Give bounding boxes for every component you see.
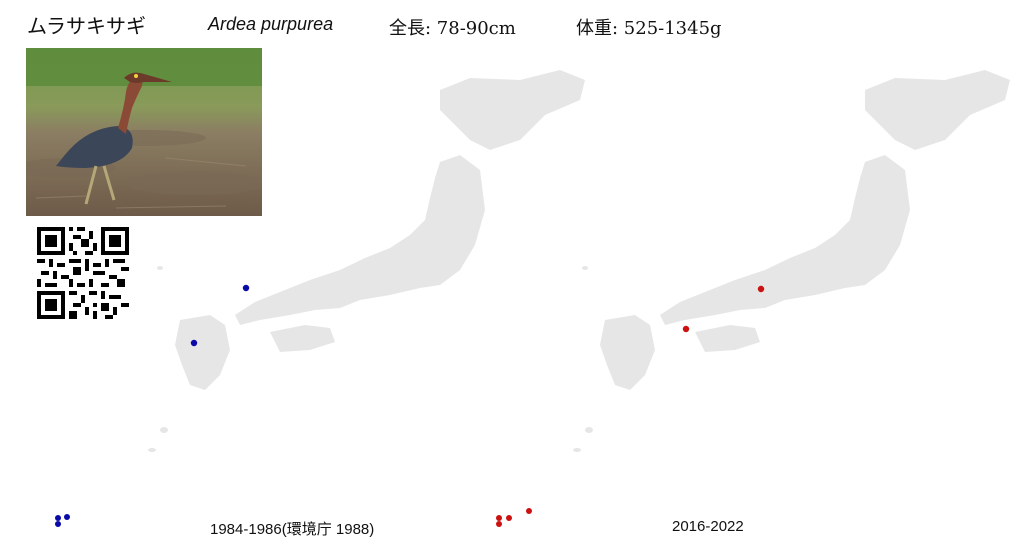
legend-dot (496, 515, 502, 521)
japan-map-right (573, 70, 1010, 452)
distribution-map-recent (565, 70, 1024, 500)
legend-dot (526, 508, 532, 514)
sighting-dots-historical (190, 284, 250, 347)
map-caption-recent: 2016-2022 (672, 518, 744, 535)
legend-dot (64, 514, 70, 520)
body-length: 全長: 78-90cm (389, 18, 516, 39)
japan-landmass (573, 70, 1010, 452)
species-scientific-name: Ardea purpurea (208, 14, 334, 34)
heron-photo (26, 48, 262, 216)
body-weight: 体重: 525-1345g (576, 18, 722, 39)
legend-dots-recent (492, 504, 536, 530)
japan-landmass (148, 70, 585, 452)
legend-dot (496, 521, 502, 527)
distribution-map-historical (140, 70, 600, 500)
legend-dot (55, 521, 61, 527)
sighting-dot (190, 339, 198, 347)
legend-dot (506, 515, 512, 521)
heron-illustration (26, 48, 262, 216)
sighting-dots-recent (682, 285, 765, 333)
legend-dot (55, 515, 61, 521)
header: ムラサキサギ Ardea purpurea 全長: 78-90cm 体重: 52… (0, 0, 1024, 44)
map-caption-historical: 1984-1986(環境庁 1988) (210, 521, 375, 538)
sighting-dot (757, 285, 765, 293)
qr-code-icon[interactable] (37, 227, 129, 319)
legend-dots-historical (52, 510, 76, 532)
species-japanese-name: ムラサキサギ (27, 14, 146, 38)
sighting-dot (242, 284, 250, 292)
japan-map-left (148, 70, 585, 452)
sighting-dot (682, 325, 690, 333)
